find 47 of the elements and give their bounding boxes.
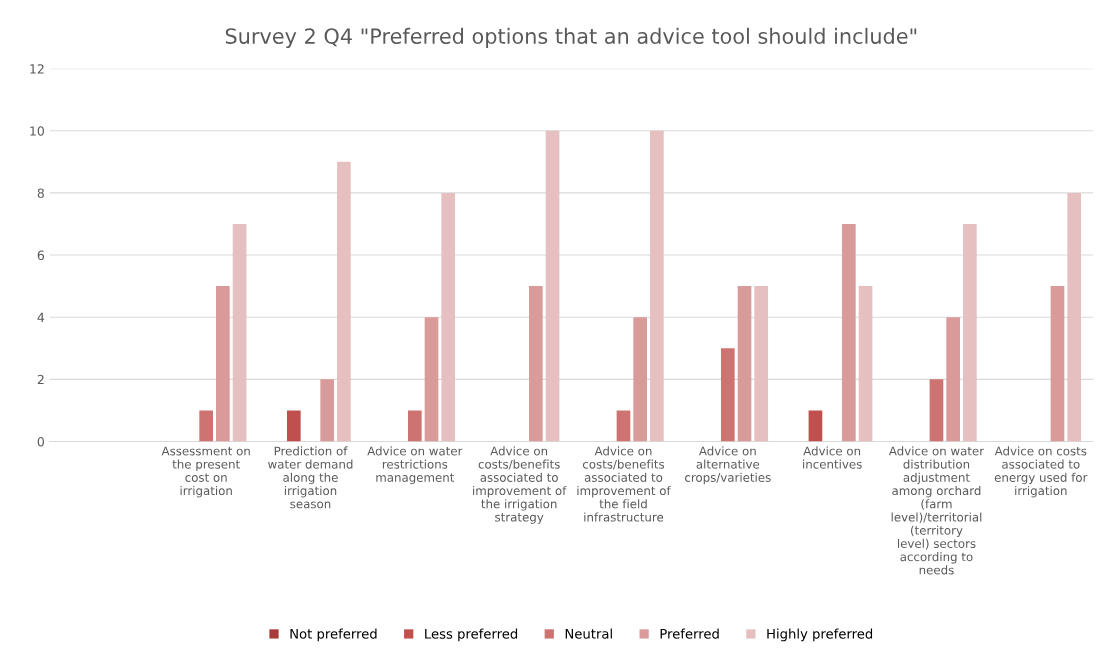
- bar: [650, 130, 664, 442]
- bar: [754, 286, 769, 442]
- bar: [808, 410, 823, 442]
- bar: [424, 317, 439, 442]
- legend-label: Highly preferred: [767, 628, 873, 642]
- bar: [407, 410, 422, 442]
- bar: [529, 286, 543, 442]
- bar: [337, 161, 351, 442]
- y-tick-label: 6: [37, 250, 45, 260]
- y-tick-label: 8: [37, 188, 44, 198]
- legend-label: Preferred: [660, 628, 719, 639]
- bar: [286, 410, 301, 442]
- bar: [963, 223, 977, 442]
- x-tick-label: Prediction of water demand along the irrigation season: [268, 446, 353, 509]
- chart-title: Survey 2 Q4 "Preferred options that an advice tool should include": [225, 27, 917, 48]
- bar: [737, 286, 752, 442]
- bar: [633, 317, 648, 442]
- x-tick-label: Advice on costs associated to energy used for irrigation: [994, 446, 1088, 498]
- legend-label: Not preferred: [290, 628, 377, 642]
- y-tick-label: 2: [37, 374, 44, 385]
- x-tick-label: Advice on water restrictions management: [367, 446, 463, 485]
- bar: [199, 410, 214, 442]
- bar: [720, 348, 735, 442]
- bar: [929, 379, 944, 442]
- category-label: Advice on water distribution adjustment among orchard (farm level)/territorial (territory level) sectors according to needs: [888, 446, 985, 575]
- x-tick-label: Advice on incentives: [803, 446, 862, 469]
- x-tick-label: Advice on costs/benefits associated to improvement of the irrigation strategy: [473, 446, 567, 524]
- bar: [232, 223, 247, 442]
- bar: [1067, 192, 1082, 442]
- y-tick-label: 0: [37, 436, 44, 447]
- bar: [320, 379, 335, 442]
- bar: [946, 317, 960, 442]
- x-tick-label: Advice on costs/benefits associated to improvement of the field infrastructure: [577, 446, 671, 522]
- y-tick-label: 10: [30, 126, 44, 136]
- bar: [441, 192, 456, 442]
- bar: [858, 286, 873, 442]
- bar: [616, 410, 631, 442]
- y-tick-label: 12: [30, 64, 44, 74]
- bar: [216, 286, 230, 442]
- legend-label: Less preferred: [425, 628, 518, 642]
- bar: [841, 223, 856, 442]
- y-tick-label: 4: [37, 312, 45, 322]
- x-tick-label: Advice on alternative crops/varieties: [685, 446, 771, 485]
- legend-label: Neutral: [565, 628, 612, 639]
- bar: [1050, 286, 1065, 442]
- bar: [545, 130, 560, 442]
- x-tick-label: Assessment on the present cost on irrigation: [161, 446, 250, 498]
